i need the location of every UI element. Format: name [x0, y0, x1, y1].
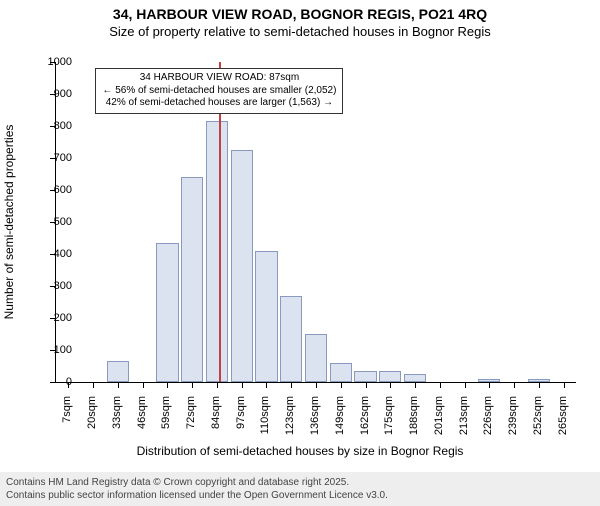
x-tick: [93, 382, 94, 388]
x-tick-label: 97sqm: [235, 396, 247, 446]
x-tick-label: 84sqm: [210, 396, 222, 446]
y-tick-label: 700: [32, 152, 72, 164]
histogram-bar: [156, 243, 178, 382]
x-tick-label: 252sqm: [532, 396, 544, 446]
x-tick: [143, 382, 144, 388]
y-tick-label: 0: [32, 376, 72, 388]
x-tick: [242, 382, 243, 388]
x-tick: [465, 382, 466, 388]
histogram-bar: [354, 371, 376, 382]
histogram-bar: [206, 121, 228, 382]
x-tick-label: 188sqm: [408, 396, 420, 446]
x-tick-label: 162sqm: [359, 396, 371, 446]
x-tick: [415, 382, 416, 388]
x-tick-label: 20sqm: [86, 396, 98, 446]
y-tick-label: 500: [32, 216, 72, 228]
footer-line1: Contains HM Land Registry data © Crown c…: [6, 476, 594, 489]
x-tick: [514, 382, 515, 388]
x-tick: [564, 382, 565, 388]
histogram-bar: [255, 251, 277, 382]
y-tick-label: 600: [32, 184, 72, 196]
annotation-line2: ← 56% of semi-detached houses are smalle…: [102, 85, 336, 98]
annotation-line1: 34 HARBOUR VIEW ROAD: 87sqm: [102, 72, 336, 85]
y-tick-label: 400: [32, 248, 72, 260]
y-tick-label: 200: [32, 312, 72, 324]
chart-container: Number of semi-detached properties 34 HA…: [0, 54, 600, 454]
x-tick: [118, 382, 119, 388]
x-tick: [167, 382, 168, 388]
x-tick: [341, 382, 342, 388]
histogram-bar: [280, 296, 302, 382]
x-tick: [366, 382, 367, 388]
x-tick: [489, 382, 490, 388]
x-tick: [539, 382, 540, 388]
x-tick: [316, 382, 317, 388]
plot-area: 34 HARBOUR VIEW ROAD: 87sqm ← 56% of sem…: [55, 62, 576, 383]
chart-title-line1: 34, HARBOUR VIEW ROAD, BOGNOR REGIS, PO2…: [0, 6, 600, 22]
footer-attribution: Contains HM Land Registry data © Crown c…: [0, 472, 600, 506]
y-tick-label: 300: [32, 280, 72, 292]
x-axis-title: Distribution of semi-detached houses by …: [0, 444, 600, 458]
x-tick-label: 239sqm: [507, 396, 519, 446]
y-tick-label: 100: [32, 344, 72, 356]
x-tick-label: 201sqm: [433, 396, 445, 446]
footer-line2: Contains public sector information licen…: [6, 489, 594, 502]
x-tick-label: 123sqm: [284, 396, 296, 446]
y-tick-label: 900: [32, 88, 72, 100]
x-tick-label: 7sqm: [61, 396, 73, 446]
x-tick-label: 59sqm: [160, 396, 172, 446]
histogram-bar: [305, 334, 327, 382]
x-tick-label: 46sqm: [136, 396, 148, 446]
y-tick-label: 800: [32, 120, 72, 132]
histogram-bar: [181, 177, 203, 382]
x-tick-label: 175sqm: [383, 396, 395, 446]
histogram-bar: [379, 371, 401, 382]
histogram-bar: [107, 361, 129, 382]
x-tick-label: 226sqm: [482, 396, 494, 446]
chart-title-line2: Size of property relative to semi-detach…: [0, 24, 600, 39]
x-tick-label: 72sqm: [185, 396, 197, 446]
y-axis-title: Number of semi-detached properties: [2, 125, 16, 320]
x-tick: [440, 382, 441, 388]
histogram-bar: [404, 374, 426, 382]
x-tick: [192, 382, 193, 388]
annotation-box: 34 HARBOUR VIEW ROAD: 87sqm ← 56% of sem…: [95, 68, 343, 114]
x-tick-label: 213sqm: [458, 396, 470, 446]
histogram-bar: [231, 150, 253, 382]
annotation-line3: 42% of semi-detached houses are larger (…: [102, 97, 336, 110]
x-tick-label: 136sqm: [309, 396, 321, 446]
chart-title-block: 34, HARBOUR VIEW ROAD, BOGNOR REGIS, PO2…: [0, 6, 600, 39]
histogram-bar: [330, 363, 352, 382]
x-tick: [390, 382, 391, 388]
y-tick-label: 1000: [32, 56, 72, 68]
x-tick-label: 265sqm: [557, 396, 569, 446]
x-tick-label: 110sqm: [259, 396, 271, 446]
x-tick-label: 149sqm: [334, 396, 346, 446]
x-tick: [217, 382, 218, 388]
x-tick: [266, 382, 267, 388]
x-tick-label: 33sqm: [111, 396, 123, 446]
x-tick: [291, 382, 292, 388]
